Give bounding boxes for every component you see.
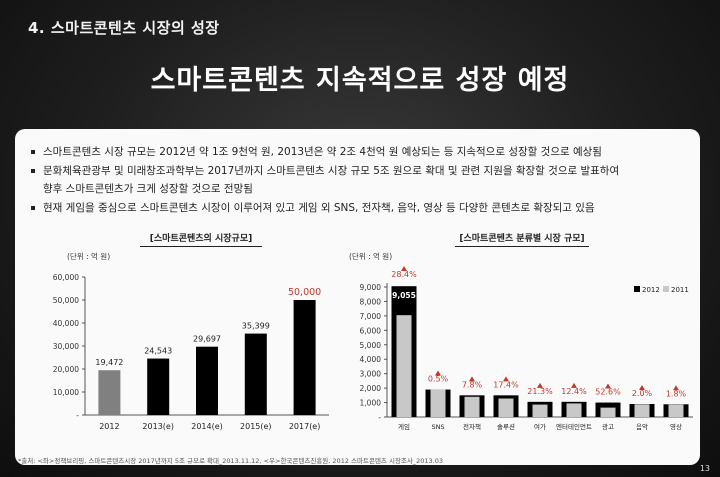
right-chart-growth-label: 17.4% [493,380,519,389]
content-panel: 스마트콘텐츠 시장 규모는 2012년 약 1조 9천억 원, 2013년은 약… [15,129,700,465]
left-chart-value-label: 24,543 [144,347,172,356]
right-chart-bar-2011 [668,404,684,417]
left-chart-x-tick-label: 2012 [99,422,119,431]
right-chart-x-tick-label: 음악 [636,423,648,431]
right-chart-growth-label: 0.5% [428,375,449,384]
right-chart-y-tick-label: 2,000 [360,384,382,393]
right-chart-bar-2011 [566,403,582,417]
right-chart-y-tick-label: 8,000 [360,297,382,306]
left-chart-bar [98,370,121,415]
bullet-item-3: 현재 게임을 중심으로 스마트콘텐츠 시장이 이루어져 있고 게임 외 SNS,… [31,199,619,218]
right-chart-growth-label: 1.8% [666,389,687,398]
legend-swatch-2012 [634,286,640,292]
left-chart-bar [293,300,316,415]
right-chart-x-tick-label: SNS [431,423,444,431]
left-chart-y-tick-label: 10,000 [53,388,79,397]
growth-up-triangle [605,383,611,389]
left-chart-y-tick-label: 20,000 [53,365,79,374]
left-chart-y-tick-label: 60,000 [53,273,79,282]
left-chart-title: [스마트콘텐츠의 시장규모] [140,231,262,247]
right-chart-y-tick-label: 7,000 [360,312,382,321]
right-chart-y-tick-label: 3,000 [360,370,382,379]
category-market-chart: (단위 : 억 원) - 1,000 2,000 3,000 4,000 5,000 6,00… [349,251,693,431]
right-chart-title: [스마트콘텐츠 분류별 시장 규모] [455,231,589,247]
left-chart-y-tick-label: 30,000 [53,342,79,351]
legend-label-2012: 2012 [642,286,660,294]
market-size-chart: (단위 : 억 원) - 10,000 20,000 30,000 40,000 50,00… [53,251,329,431]
growth-up-triangle [537,382,543,388]
page-number: 13 [699,464,710,473]
bullet-item-2: 문화체육관광부 및 미래창조과학부는 2017년까지 스마트콘텐츠 시장 규모 … [31,162,619,181]
right-chart-bar-2011 [396,315,412,417]
right-chart-y-tick-label: 5,000 [360,341,382,350]
growth-up-triangle [503,376,509,382]
left-chart-bar [196,346,218,415]
right-chart-x-tick-label: 게임 [398,422,410,431]
right-chart-bar-2011 [464,396,480,417]
right-chart-x-tick-label: 영상 [670,422,682,431]
right-chart-x-tick-label: 솔루션 [497,422,515,431]
right-chart-value-label: 9,055 [392,291,416,300]
growth-up-triangle [435,370,441,376]
right-chart-bar-2011 [430,389,446,417]
bullet-item-1: 스마트콘텐츠 시장 규모는 2012년 약 1조 9천억 원, 2013년은 약… [31,143,619,162]
left-chart-y-tick-label: - [76,411,79,420]
section-title: 4. 스마트콘텐츠 시장의 성장 [28,19,220,37]
bullet-list: 스마트콘텐츠 시장 규모는 2012년 약 1조 9천억 원, 2013년은 약… [31,143,619,217]
left-chart-value-label: 19,472 [95,358,123,367]
left-chart-x-tick-label: 2013(e) [142,422,174,431]
left-chart-bar [147,358,170,415]
growth-up-triangle [673,385,679,391]
right-chart-bar-2011 [498,398,514,417]
right-chart-growth-label: 2.0% [632,389,653,398]
growth-up-triangle [571,382,577,388]
right-chart-growth-label: 52.6% [595,388,621,397]
right-chart-y-tick-label: 9,000 [360,283,382,292]
source-note: *출처: <좌>정책브리핑, 스마트콘텐츠시장 2017년까지 5조 규모로 확… [18,457,444,465]
legend-label-2011: 2011 [671,286,689,294]
right-chart-bar-2011 [532,404,548,417]
right-chart-x-tick-label: 엔터테인먼트 [556,422,592,431]
right-chart-y-tick-label: 1,000 [360,399,382,408]
right-chart-bar-2011 [634,404,650,417]
right-chart-y-tick-label: 6,000 [360,326,382,335]
right-chart-growth-label: 28.4% [391,270,417,279]
right-chart-bar-2011 [600,407,616,417]
left-chart-value-label: 50,000 [288,287,321,298]
main-title: 스마트콘텐츠 지속적으로 성장 예정 [150,65,570,96]
right-chart-x-tick-label: 광고 [602,423,614,431]
right-chart-unit: (단위 : 억 원) [349,251,392,261]
right-chart-x-tick-label: 전자책 [463,422,481,431]
right-chart-growth-label: 12.4% [561,387,587,396]
growth-up-triangle [469,376,475,382]
left-chart-value-label: 35,399 [242,322,270,331]
right-chart-growth-label: 7.8% [462,380,483,389]
right-chart-growth-label: 21.3% [527,387,553,396]
left-chart-x-tick-label: 2017(e) [289,422,321,431]
left-chart-x-tick-label: 2014(e) [191,422,223,431]
left-chart-bar [244,333,267,415]
right-chart-x-tick-label: 여가 [534,422,546,431]
legend-swatch-2011 [663,286,669,292]
right-chart-y-tick-label: - [378,413,381,422]
left-chart-unit: (단위 : 억 원) [67,251,110,261]
bullet-item-2-continued: 향후 스마트콘텐츠가 크게 성장할 것으로 전망됨 [43,183,253,195]
growth-up-triangle [639,385,645,390]
growth-up-triangle [401,266,407,271]
left-chart-x-tick-label: 2015(e) [240,422,272,431]
left-chart-y-tick-label: 50,000 [53,296,79,305]
right-chart-y-tick-label: 4,000 [360,355,382,364]
left-chart-y-tick-label: 40,000 [53,319,79,328]
left-chart-value-label: 29,697 [193,335,221,344]
